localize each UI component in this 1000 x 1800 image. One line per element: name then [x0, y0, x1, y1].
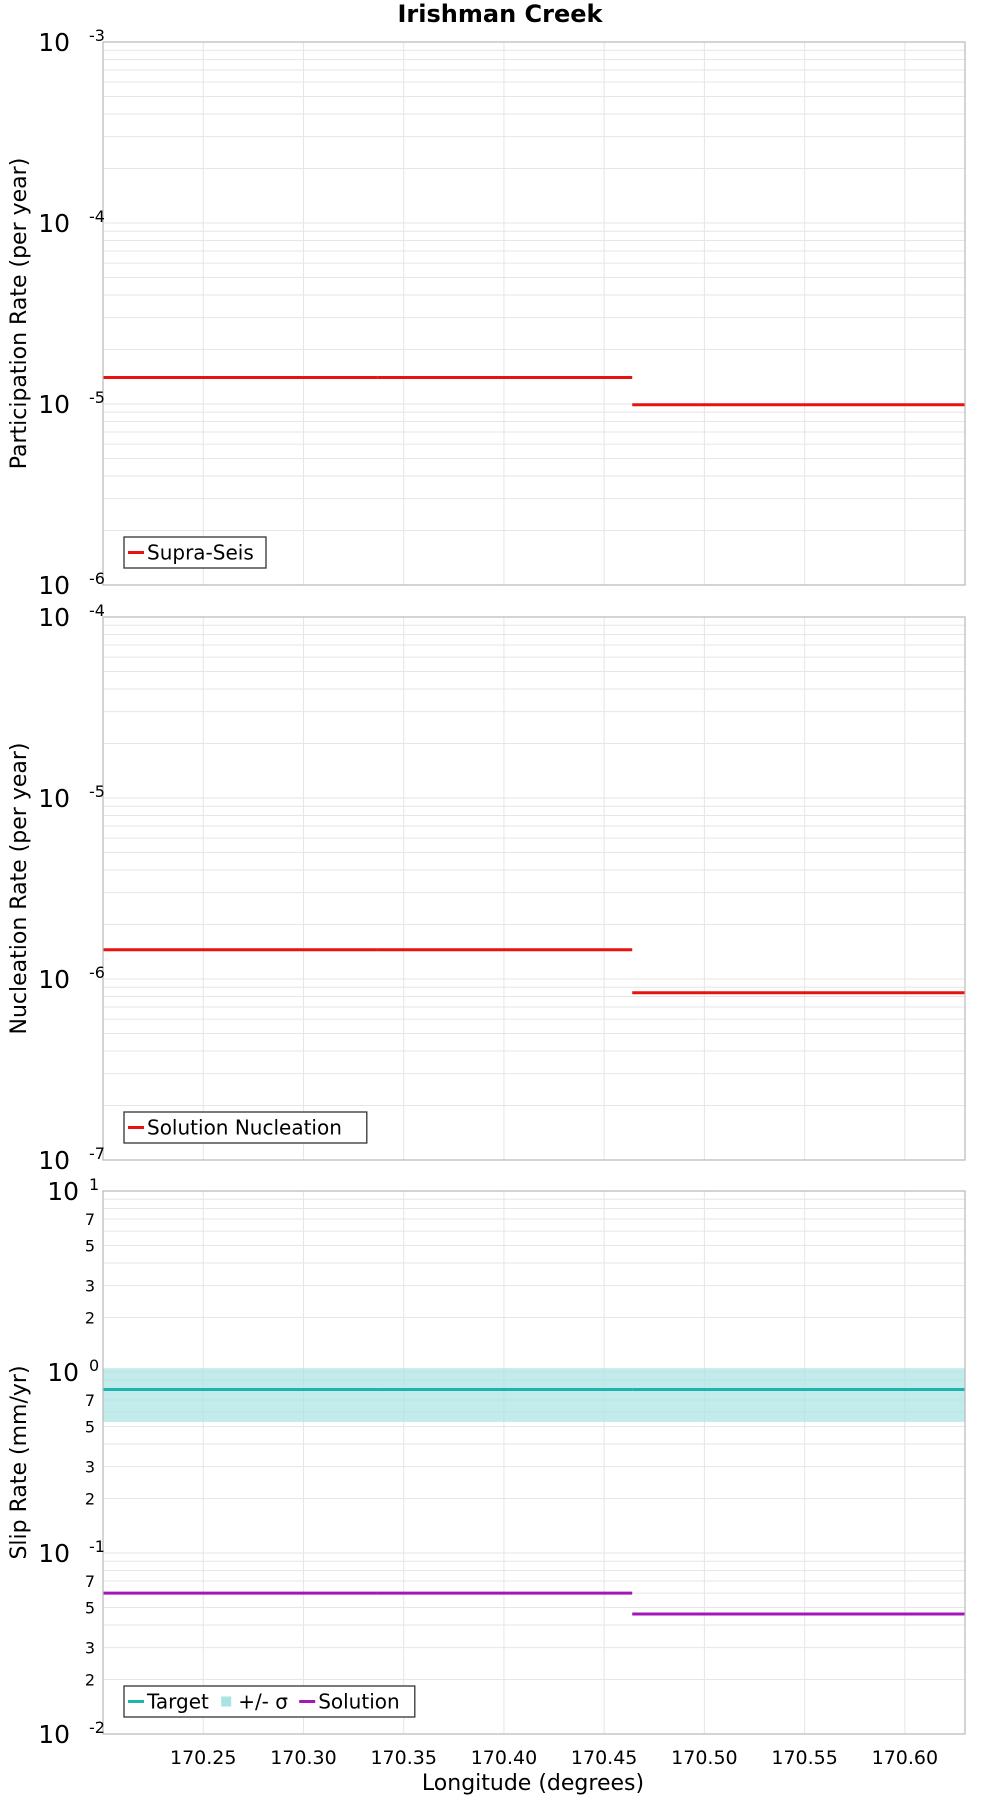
gridlines: [103, 617, 965, 1160]
legend-label: Solution: [318, 1690, 399, 1714]
y-tick-label: 10: [38, 571, 70, 600]
y-tick-exponent: -6: [89, 569, 105, 588]
chart-title: Irishman Creek: [398, 0, 604, 28]
y-tick-label: 10: [38, 965, 70, 994]
x-tick-label: 170.30: [270, 1747, 336, 1769]
y-tick-label: 10: [38, 1539, 70, 1568]
gridlines: [103, 42, 965, 585]
y-minor-tick-label: 5: [85, 1417, 95, 1436]
x-axis-label: Longitude (degrees): [422, 1771, 644, 1796]
y-tick-label: 10: [38, 784, 70, 813]
legend-label: Supra-Seis: [147, 541, 254, 565]
y-tick-exponent: -5: [89, 388, 105, 407]
plot-frame: [102, 41, 966, 586]
y-tick-exponent: -4: [89, 601, 105, 620]
x-tick-labels: 170.25 170.30 170.35 170.40 170.45 170.50 170.…: [170, 1747, 938, 1769]
y-tick-exponent: 1: [89, 1175, 99, 1194]
y-tick-label: 10: [38, 1720, 70, 1749]
legend: Target +/- σ Solution: [123, 1685, 416, 1718]
y-tick-label: 10: [47, 1177, 79, 1206]
y-tick-label: 10: [38, 28, 70, 57]
legend: Supra-Seis: [123, 536, 267, 569]
panel-3: 10 1 10 0 10 -1 10 -2 7 5 3 2 7 5 3 2 7 5 3 2 Slip Rate (mm/…: [7, 1175, 966, 1749]
panel-1: 10 -3 10 -4 10 -5 10 -6 Participation Rate (per …: [7, 26, 966, 600]
y-minor-tick-label: 7: [85, 1572, 95, 1591]
y-axis-label: Participation Rate (per year): [7, 158, 32, 470]
legend-box: [123, 536, 267, 569]
legend-box: [123, 1685, 416, 1718]
panel-2: 10 -4 10 -5 10 -6 10 -7 Nucleation Rate (per yea…: [7, 601, 966, 1175]
x-tick-label: 170.55: [771, 1747, 837, 1769]
y-tick-exponent: -2: [89, 1718, 105, 1737]
y-minor-tick-label: 3: [85, 1458, 95, 1477]
y-minor-tick-label: 5: [85, 1598, 95, 1617]
series-supra-seis: [103, 376, 965, 407]
y-minor-tick-label: 3: [85, 1639, 95, 1658]
legend-label: Target: [146, 1690, 209, 1714]
series-solution-nucleation: [103, 948, 965, 995]
y-tick-exponent: -5: [89, 782, 105, 801]
legend: Solution Nucleation: [123, 1111, 368, 1144]
y-tick-exponent: 0: [89, 1356, 99, 1375]
y-tick-label: 10: [47, 1358, 79, 1387]
series-solution: [103, 1591, 965, 1616]
y-tick-label: 10: [38, 209, 70, 238]
y-tick-label: 10: [38, 1146, 70, 1175]
x-tick-label: 170.40: [471, 1747, 537, 1769]
y-minor-tick-label: 5: [85, 1236, 95, 1255]
legend-label: +/- σ: [238, 1690, 288, 1714]
x-tick-label: 170.25: [170, 1747, 236, 1769]
plot-frame: [102, 616, 966, 1161]
y-tick-label: 10: [38, 390, 70, 419]
y-tick-exponent: -7: [89, 1144, 105, 1163]
legend-label: Solution Nucleation: [147, 1116, 342, 1140]
y-tick-exponent: -1: [89, 1537, 105, 1556]
y-minor-tick-label: 2: [85, 1309, 95, 1328]
y-minor-tick-label: 7: [85, 1391, 95, 1410]
y-tick-label: 10: [38, 603, 70, 632]
x-tick-label: 170.35: [370, 1747, 436, 1769]
x-tick-label: 170.60: [872, 1747, 938, 1769]
sigma-band: [103, 1368, 965, 1422]
plot-frame: [102, 1190, 966, 1735]
y-minor-tick-label: 2: [85, 1671, 95, 1690]
y-tick-exponent: -6: [89, 963, 105, 982]
y-minor-tick-label: 3: [85, 1277, 95, 1296]
y-tick-exponent: -4: [89, 207, 105, 226]
x-tick-label: 170.50: [671, 1747, 737, 1769]
y-minor-tick-label: 2: [85, 1490, 95, 1509]
y-axis-label: Slip Rate (mm/yr): [7, 1365, 32, 1559]
y-minor-tick-label: 7: [85, 1210, 95, 1229]
y-axis-label: Nucleation Rate (per year): [7, 743, 32, 1035]
legend-swatch: [221, 1696, 232, 1707]
gridlines: [103, 1191, 965, 1734]
y-tick-exponent: -3: [89, 26, 105, 45]
legend-box: [123, 1111, 368, 1144]
x-tick-label: 170.45: [571, 1747, 637, 1769]
